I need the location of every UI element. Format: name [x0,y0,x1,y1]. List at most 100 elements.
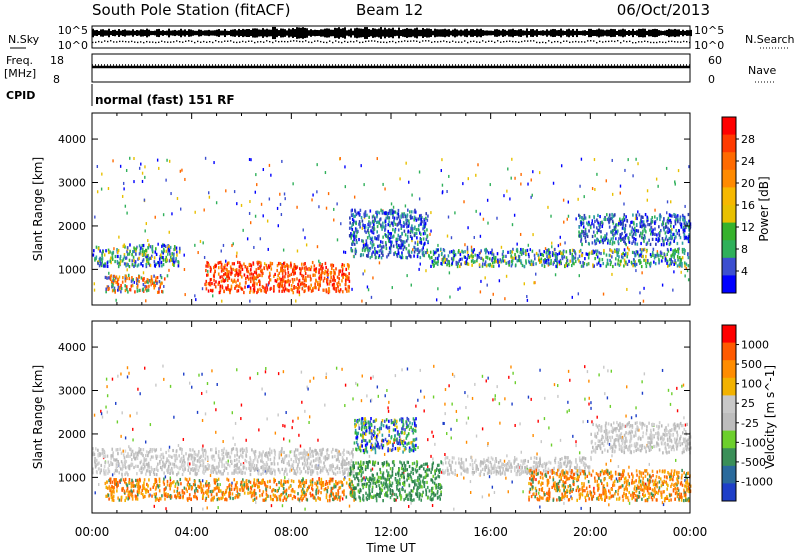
data-cell [230,272,232,276]
data-cell [598,373,600,377]
data-cell [624,223,627,228]
data-cell [528,260,531,265]
data-cell [235,280,237,284]
data-cell [241,454,243,458]
data-cell [413,218,415,222]
data-cell [449,295,451,299]
noise-sky-sample [604,30,606,36]
data-cell [204,457,207,461]
data-cell [114,279,116,283]
data-cell [431,260,434,265]
noise-search-sample [677,41,679,43]
data-cell [165,255,168,260]
noise-tick-high-right: 10^5 [694,24,724,37]
data-cell [473,248,475,252]
data-cell [336,454,339,458]
data-cell [249,286,252,290]
data-cell [446,263,448,267]
data-cell [171,212,173,216]
data-cell [564,241,566,245]
noise-search-sample [533,40,535,42]
data-cell [133,455,135,459]
data-cell [138,279,140,284]
data-cell [136,472,138,476]
data-cell [401,231,403,236]
noise-sky-sample [328,28,330,38]
noise-sky-sample [118,29,120,37]
data-cell [209,283,212,287]
noise-sky-sample [330,29,332,37]
data-cell [680,270,682,274]
data-cell [247,270,250,274]
data-cell [263,266,266,271]
data-cell [296,265,299,269]
data-cell [276,268,278,273]
data-cell [525,261,527,265]
data-cell [550,443,553,447]
data-cell [333,485,335,489]
data-cell [389,250,392,254]
data-cell [467,262,470,266]
data-cell [682,230,685,234]
data-cell [254,492,257,496]
data-cell [573,262,575,266]
data-cell [557,244,560,248]
noise-sky-sample [318,30,320,36]
data-cell [398,245,401,249]
data-cell [604,238,607,242]
data-cell [232,242,234,246]
data-cell [331,455,334,459]
data-cell [112,274,115,279]
data-cell [157,242,159,246]
data-cell [621,435,624,439]
data-cell [144,229,146,233]
data-cell [344,279,347,283]
data-cell [392,228,394,232]
data-cell [145,458,148,462]
data-cell [118,464,121,469]
data-cell [166,258,168,262]
data-cell [621,226,624,230]
data-cell [96,164,99,168]
noise-sky-sample [224,28,226,38]
data-cell [404,214,407,219]
data-cell [95,255,98,259]
data-cell [224,263,226,267]
data-cell [336,284,339,288]
data-cell [378,221,381,225]
data-cell [322,466,325,470]
data-cell [606,217,609,222]
data-cell [352,397,354,401]
data-cell [532,434,534,438]
nsearch-label: N.Search [745,33,795,46]
data-cell [286,263,288,267]
data-cell [591,187,594,191]
data-cell [115,275,118,279]
data-cell [296,470,299,474]
noise-sky-sample [504,29,506,37]
data-cell [322,266,324,270]
data-cell [680,257,683,262]
data-cell [106,385,108,389]
noise-search-sample [338,41,340,43]
data-cell [150,277,153,281]
noise-sky-sample [340,28,342,38]
data-cell [374,236,376,240]
data-cell [100,463,103,468]
noise-search-sample [449,41,451,43]
data-cell [179,465,181,470]
data-cell [267,468,269,472]
data-cell [284,467,287,471]
noise-sky-sample [430,29,432,37]
data-cell [177,444,180,448]
data-cell [352,219,355,223]
data-cell [456,418,458,422]
data-cell [266,485,269,489]
data-cell [151,467,153,472]
data-cell [573,249,575,253]
data-cell [407,219,410,223]
data-cell [114,259,116,264]
data-cell [362,223,364,227]
data-cell [632,174,634,178]
data-cell [298,433,300,437]
